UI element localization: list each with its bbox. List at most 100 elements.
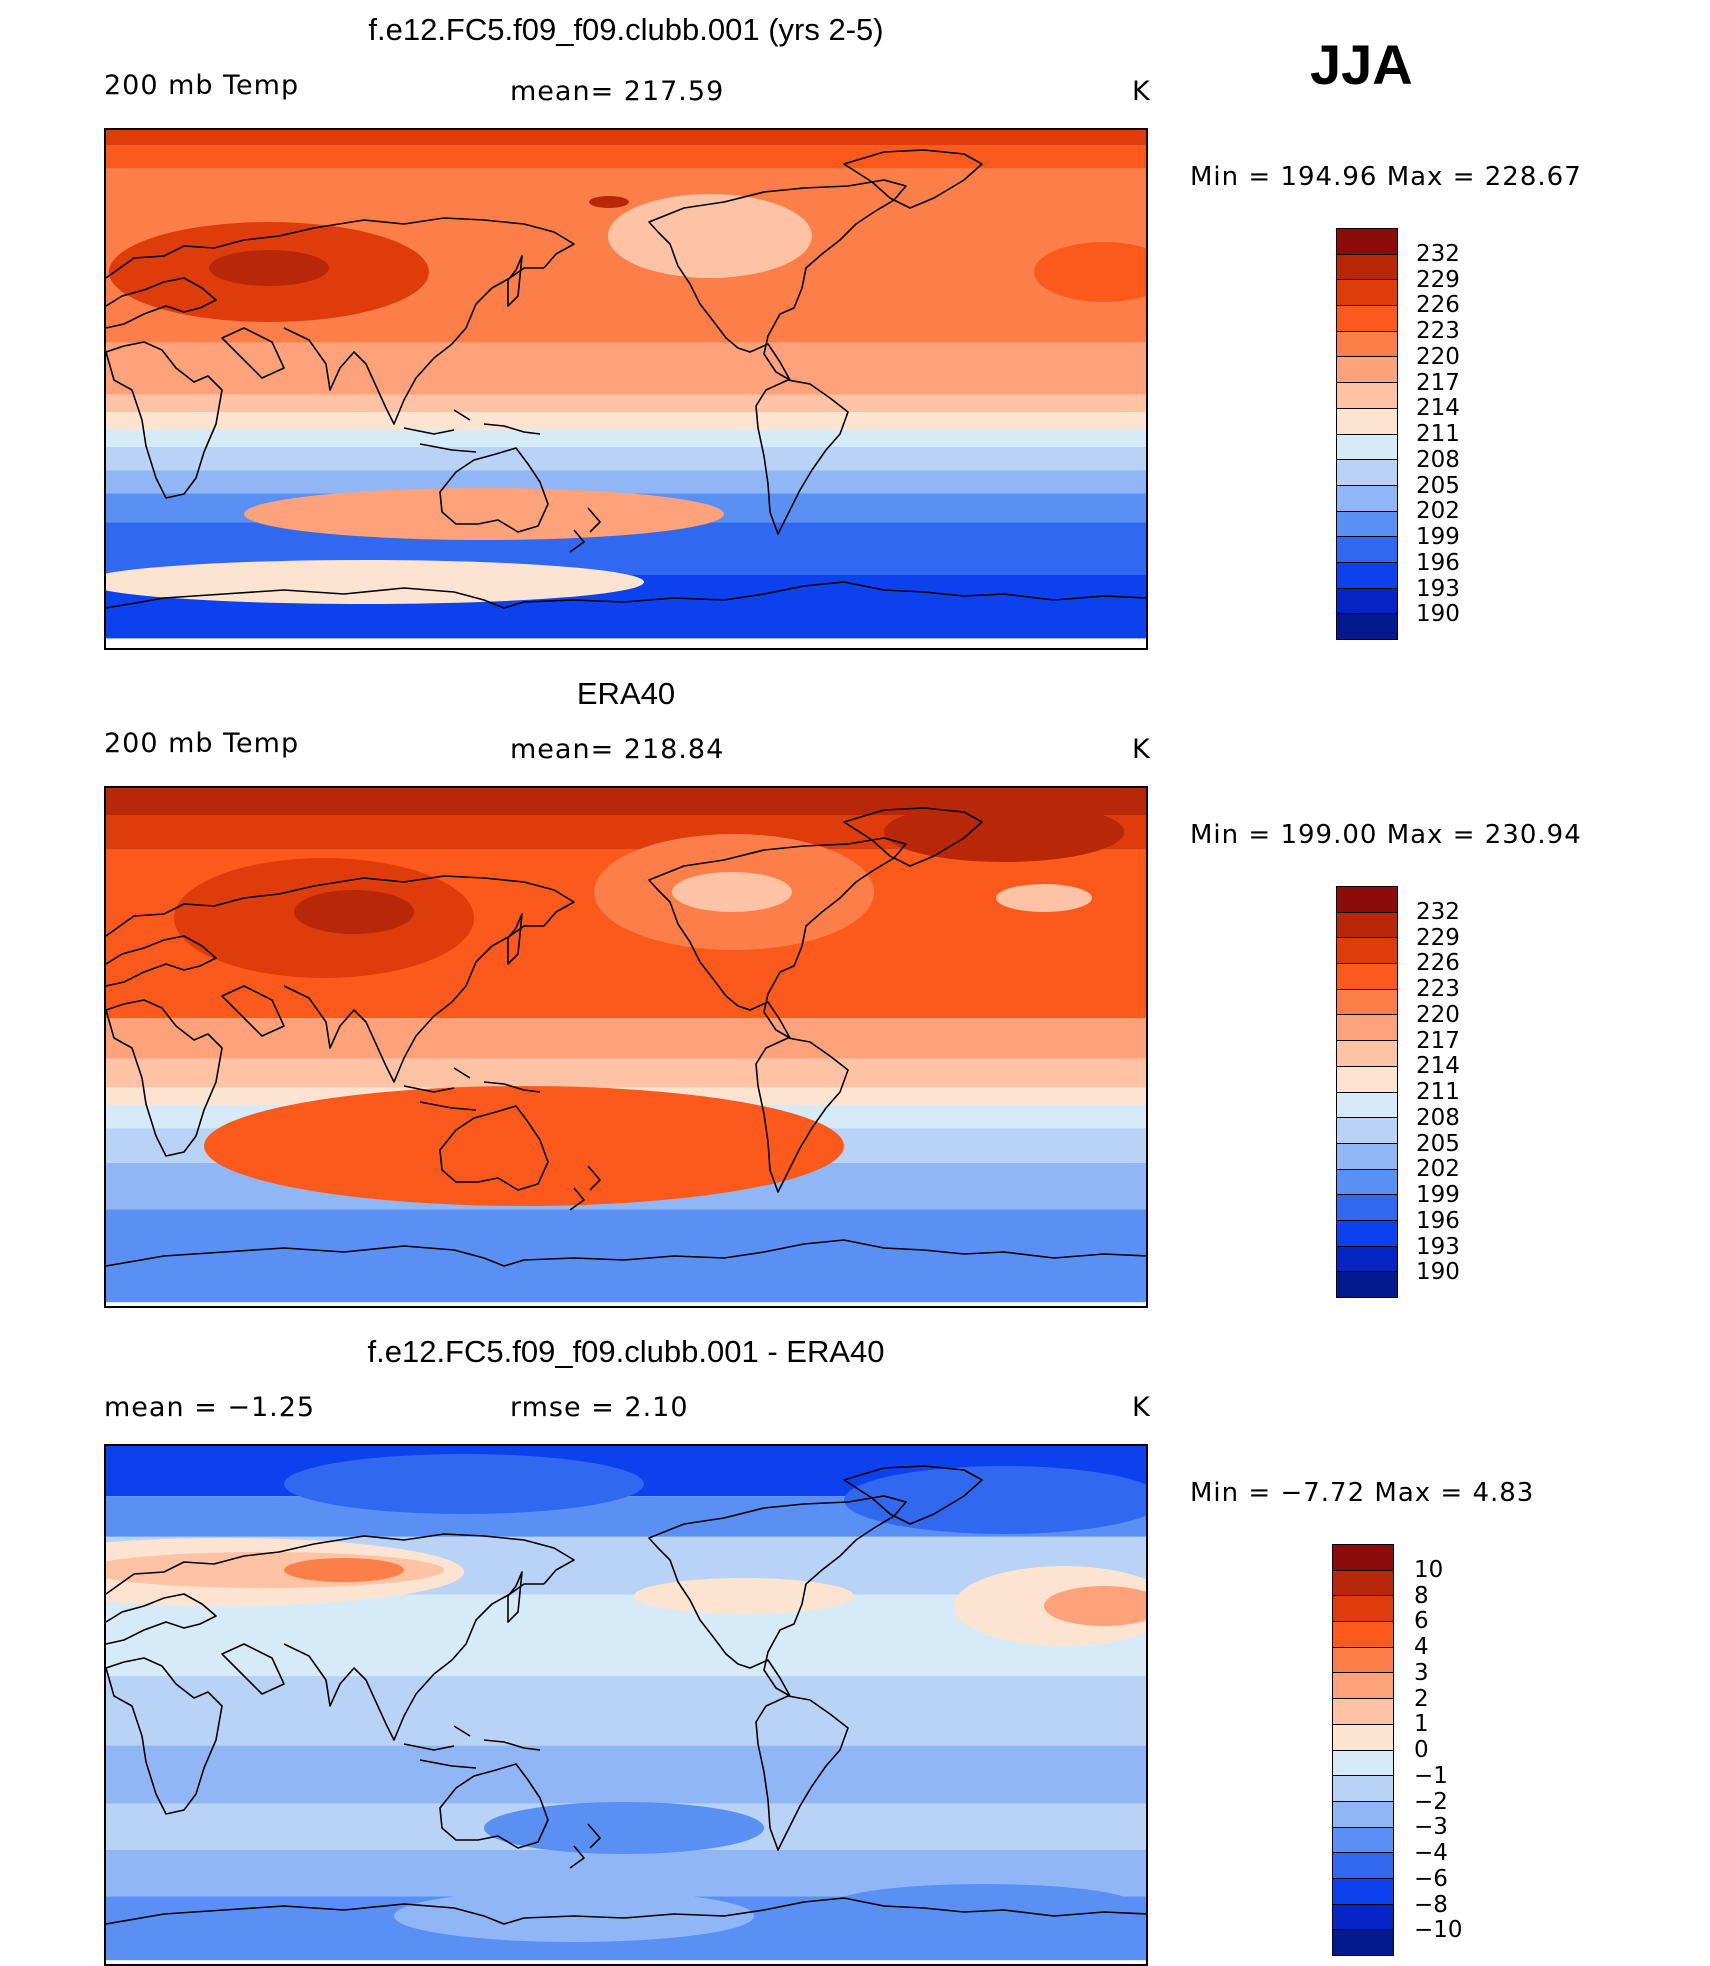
- colorbar-swatch: [1333, 1545, 1393, 1571]
- panel-title: ERA40: [576, 676, 676, 711]
- colorbar-tick-label: 232: [1416, 898, 1460, 925]
- colorbar-tick-label: 196: [1416, 1207, 1460, 1234]
- colorbar-swatch: [1337, 1195, 1397, 1221]
- units-label: K: [1132, 76, 1151, 107]
- colorbar-swatch: [1333, 1622, 1393, 1648]
- colorbar-swatch: [1337, 434, 1397, 461]
- rmse-label: rmse = 2.10: [510, 1392, 689, 1423]
- colorbar: [1332, 1544, 1394, 1956]
- colorbar-swatch: [1337, 1066, 1397, 1093]
- colorbar-swatch: [1333, 1570, 1393, 1597]
- colorbar-swatch: [1337, 485, 1397, 512]
- colorbar-swatch: [1337, 383, 1397, 409]
- colorbar-tick-label: 208: [1416, 446, 1460, 473]
- mean-label: mean = −1.25: [104, 1392, 316, 1423]
- units-label: K: [1132, 734, 1151, 765]
- colorbar-swatch: [1337, 1169, 1397, 1196]
- colorbar-swatch: [1337, 614, 1397, 639]
- colorbar-tick-label: 4: [1414, 1634, 1429, 1660]
- colorbar-tick-label: 2: [1414, 1685, 1429, 1712]
- colorbar-swatch: [1337, 537, 1397, 563]
- season-label: JJA: [1310, 33, 1413, 96]
- colorbar-swatch: [1333, 1904, 1393, 1931]
- colorbar-swatch: [1337, 331, 1397, 358]
- colorbar-swatch: [1337, 562, 1397, 589]
- colorbar-tick-label: 229: [1416, 266, 1460, 293]
- colorbar-tick-label: 3: [1414, 1659, 1429, 1686]
- colorbar-tick-label: 0: [1414, 1737, 1429, 1763]
- colorbar-tick-label: −1: [1414, 1762, 1448, 1789]
- colorbar-tick-label: 202: [1416, 498, 1460, 525]
- colorbar-swatch: [1333, 1930, 1393, 1955]
- colorbar-swatch: [1337, 408, 1397, 435]
- variable-label: 200 mb Temp: [104, 70, 300, 101]
- colorbar-swatch: [1337, 511, 1397, 538]
- colorbar-tick-label: 205: [1416, 472, 1460, 499]
- colorbar-tick-label: −8: [1414, 1891, 1448, 1918]
- colorbar-swatch: [1337, 588, 1397, 615]
- colorbar-tick-label: 199: [1416, 524, 1460, 550]
- colorbar-swatch: [1333, 1750, 1393, 1777]
- colorbar-tick-label: 211: [1416, 1079, 1460, 1105]
- colorbar-swatch: [1337, 229, 1397, 255]
- colorbar-tick-label: 196: [1416, 549, 1460, 576]
- colorbar-tick-label: 214: [1416, 1053, 1460, 1080]
- colorbar-swatch: [1337, 1118, 1397, 1144]
- temperature-map: [104, 128, 1148, 650]
- colorbar-tick-label: −2: [1414, 1788, 1448, 1815]
- colorbar-tick-label: 190: [1416, 601, 1460, 628]
- variable-label: 200 mb Temp: [104, 728, 300, 759]
- colorbar-swatch: [1337, 1220, 1397, 1247]
- minmax-label: Min = 194.96 Max = 228.67: [1190, 162, 1582, 192]
- colorbar-swatch: [1337, 1015, 1397, 1042]
- colorbar-tick-label: 226: [1416, 292, 1460, 319]
- colorbar-tick-label: 214: [1416, 395, 1460, 422]
- colorbar-swatch: [1337, 1272, 1397, 1297]
- colorbar-swatch: [1337, 1092, 1397, 1119]
- colorbar-swatch: [1333, 1699, 1393, 1725]
- colorbar-tick-label: 217: [1416, 1027, 1460, 1054]
- colorbar-swatch: [1337, 989, 1397, 1016]
- difference-map: [104, 1444, 1148, 1966]
- colorbar-swatch: [1337, 1246, 1397, 1273]
- minmax-label: Min = −7.72 Max = 4.83: [1190, 1478, 1535, 1508]
- colorbar: [1336, 228, 1398, 640]
- colorbar-tick-label: 226: [1416, 950, 1460, 977]
- colorbar-tick-label: 199: [1416, 1182, 1460, 1208]
- colorbar-swatch: [1333, 1801, 1393, 1828]
- colorbar-swatch: [1337, 306, 1397, 332]
- minmax-label: Min = 199.00 Max = 230.94: [1190, 820, 1582, 850]
- colorbar-tick-label: 223: [1416, 318, 1460, 344]
- colorbar-tick-label: 193: [1416, 575, 1460, 602]
- mean-label: mean= 217.59: [510, 76, 725, 107]
- colorbar-tick-label: 205: [1416, 1130, 1460, 1157]
- colorbar-swatch: [1333, 1776, 1393, 1802]
- colorbar-tick-label: −6: [1414, 1865, 1448, 1892]
- colorbar-swatch: [1333, 1596, 1393, 1623]
- colorbar-tick-label: 1: [1414, 1711, 1429, 1738]
- colorbar-swatch: [1333, 1853, 1393, 1879]
- colorbar-swatch: [1337, 254, 1397, 281]
- panel-title: f.e12.FC5.f09_f09.clubb.001 (yrs 2-5): [368, 12, 884, 47]
- colorbar-swatch: [1337, 938, 1397, 965]
- colorbar-swatch: [1333, 1878, 1393, 1905]
- temperature-map: [104, 786, 1148, 1308]
- colorbar-swatch: [1337, 887, 1397, 913]
- colorbar-tick-label: −4: [1414, 1840, 1448, 1866]
- colorbar-tick-label: 193: [1416, 1233, 1460, 1260]
- colorbar-swatch: [1333, 1647, 1393, 1674]
- colorbar-tick-label: 232: [1416, 240, 1460, 267]
- colorbar-tick-label: 8: [1414, 1582, 1429, 1609]
- colorbar-swatch: [1337, 964, 1397, 990]
- colorbar-tick-label: 211: [1416, 421, 1460, 447]
- colorbar-swatch: [1333, 1827, 1393, 1854]
- colorbar-tick-label: 202: [1416, 1156, 1460, 1183]
- colorbar-tick-label: −3: [1414, 1814, 1448, 1841]
- colorbar-swatch: [1337, 1143, 1397, 1170]
- colorbar-tick-label: 220: [1416, 343, 1460, 370]
- colorbar-swatch: [1337, 460, 1397, 486]
- colorbar-swatch: [1337, 357, 1397, 384]
- colorbar-tick-label: 190: [1416, 1259, 1460, 1286]
- colorbar-tick-label: 229: [1416, 924, 1460, 951]
- units-label: K: [1132, 1392, 1151, 1423]
